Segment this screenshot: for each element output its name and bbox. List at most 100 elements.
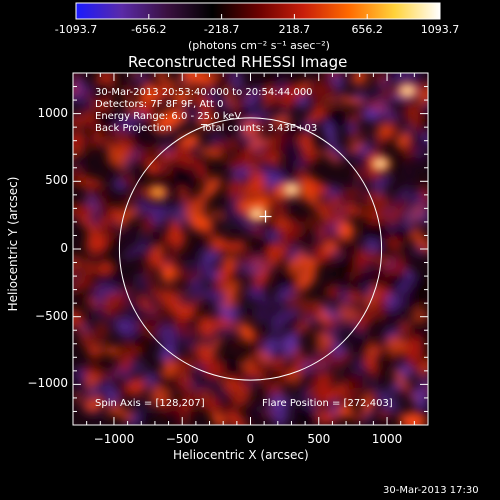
heatmap-blob: [172, 144, 193, 166]
heatmap-blob: [186, 334, 195, 344]
heatmap-blob: [347, 291, 364, 303]
heatmap-blob: [347, 186, 364, 202]
colorbar-tick-label: -656.2: [131, 23, 167, 36]
heatmap-blob: [412, 236, 428, 253]
heatmap-blob: [194, 158, 207, 183]
heatmap-blob: [145, 160, 159, 176]
heatmap-blob: [322, 215, 332, 230]
heatmap-blob: [263, 114, 275, 129]
heatmap-blob: [306, 301, 323, 318]
heatmap-blob: [123, 214, 135, 226]
heatmap-blob: [190, 239, 209, 257]
heatmap-blob: [362, 222, 391, 243]
heatmap-blob: [392, 225, 409, 242]
heatmap-blob: [210, 327, 229, 341]
heatmap-blob: [399, 414, 425, 425]
colorbar-tick-label: 218.7: [278, 23, 311, 36]
heatmap-blob: [325, 285, 339, 299]
heatmap-blob: [248, 167, 255, 180]
heatmap-blob: [222, 209, 240, 230]
heatmap-blob: [122, 242, 147, 260]
heatmap-blob: [243, 357, 252, 372]
heatmap-blob: [300, 315, 320, 325]
heatmap-blob: [75, 377, 91, 400]
heatmap-blob: [342, 373, 364, 393]
heatmap-blob: [328, 319, 343, 329]
heatmap-blob: [337, 221, 355, 240]
heatmap-blob: [105, 228, 119, 244]
heatmap-blob: [364, 356, 377, 371]
heatmap-blob: [201, 250, 219, 263]
heatmap-blob: [172, 80, 184, 97]
heatmap-blob: [176, 371, 193, 397]
colorbar: [75, 2, 441, 20]
heatmap-blob: [363, 260, 385, 287]
heatmap-blob: [325, 229, 335, 244]
heatmap-blob: [120, 83, 128, 94]
heatmap-blob: [386, 353, 399, 362]
heatmap-blob: [315, 405, 326, 424]
heatmap-blob: [157, 93, 169, 108]
heatmap-blob: [268, 129, 285, 154]
heatmap-blob: [133, 129, 142, 138]
heatmap-blob: [148, 251, 168, 271]
flare-position-label: Flare Position = [272,403]: [262, 398, 393, 409]
heatmap-blob: [281, 138, 304, 163]
heatmap-blob: [123, 301, 145, 321]
heatmap-blob: [224, 83, 235, 110]
heatmap-blob: [274, 287, 290, 304]
heatmap-blob: [416, 83, 428, 93]
heatmap-blob: [129, 368, 141, 382]
heatmap-blob: [175, 358, 186, 368]
heatmap-blob: [255, 350, 273, 364]
heatmap-blob: [246, 260, 264, 278]
bright-source: [154, 189, 162, 195]
heatmap-blob: [110, 205, 122, 222]
heatmap-blob: [110, 359, 119, 384]
heatmap-blob: [241, 119, 260, 138]
heatmap-blob: [206, 226, 215, 244]
heatmap-blob: [143, 210, 151, 235]
heatmap-blob: [377, 246, 398, 261]
heatmap-blob: [330, 399, 338, 417]
heatmap-blob: [73, 151, 87, 166]
heatmap-blob: [238, 174, 250, 186]
x-tick-label: −500: [165, 432, 199, 446]
bright-sources: [146, 82, 419, 222]
heatmap-blob: [211, 210, 222, 219]
chart-title: Reconstructed RHESSI Image: [128, 53, 348, 71]
heatmap-blob: [385, 362, 401, 369]
heatmap-blob: [306, 108, 327, 123]
heatmap-blob: [241, 146, 255, 162]
heatmap-blob: [214, 248, 240, 259]
heatmap-blob: [79, 94, 94, 103]
heatmap-blob: [376, 124, 392, 135]
heatmap-blob: [342, 204, 363, 217]
heatmap-blob: [200, 147, 224, 159]
heatmap-blob: [349, 111, 361, 123]
heatmap-image: [73, 73, 428, 425]
heatmap-blob: [305, 215, 320, 230]
heatmap-blob: [110, 126, 136, 147]
heatmap-blob: [381, 397, 400, 413]
annotation-total-counts: Total counts: 3.43E+03: [201, 123, 318, 134]
heatmap-blob: [165, 410, 180, 423]
heatmap-blob: [174, 231, 187, 253]
heatmap-blob: [92, 272, 106, 287]
heatmap-blob: [342, 408, 353, 419]
heatmap-blob: [362, 374, 379, 392]
heatmap-blob: [363, 84, 384, 104]
heatmap-blob: [231, 382, 252, 407]
heatmap-blob: [280, 272, 299, 289]
heatmap-blob: [176, 313, 187, 324]
heatmap-blob: [313, 372, 336, 384]
heatmap-blob: [136, 99, 152, 114]
annotation-energy-range: Energy Range: 6.0 - 25.0 keV: [95, 111, 242, 122]
heatmap-blob: [362, 394, 373, 415]
heatmap-blob: [138, 411, 151, 423]
heatmap-blob: [308, 382, 332, 403]
heatmap-blob: [156, 85, 174, 96]
heatmap-blob: [238, 321, 254, 342]
x-tick-label: −1000: [93, 432, 135, 446]
heatmap-blob: [118, 113, 138, 133]
